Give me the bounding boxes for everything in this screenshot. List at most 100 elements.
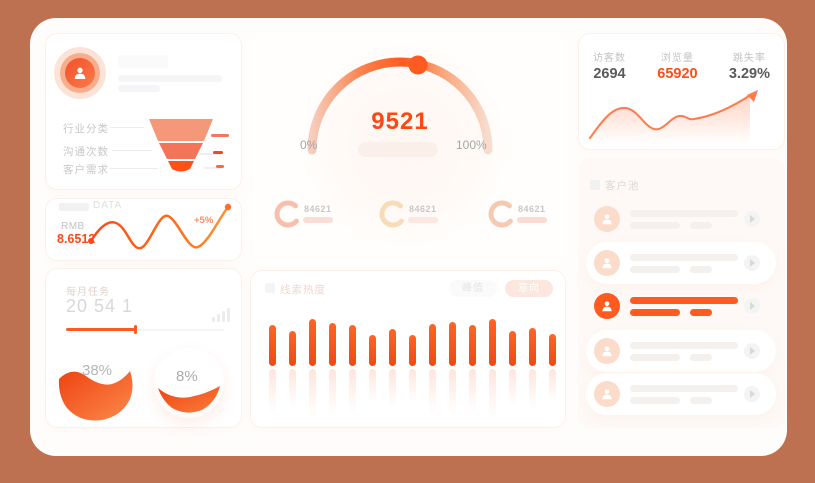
ring-value: 84621 (409, 204, 437, 214)
customer-list-item-4[interactable] (586, 330, 776, 372)
heat-bar-reflection (289, 369, 296, 408)
heat-bar-reflection (469, 369, 476, 414)
heat-bar-1 (269, 325, 276, 366)
placeholder-line (690, 266, 712, 273)
stat-label: 跳失率 (732, 53, 766, 64)
heat-bar-reflection (489, 369, 496, 421)
stat-label: 浏览量 (660, 53, 694, 64)
placeholder-line (630, 266, 680, 273)
placeholder-line (630, 397, 680, 404)
play-button[interactable] (744, 211, 760, 227)
heat-bar-11 (469, 325, 476, 366)
customer-avatar-icon (594, 206, 620, 232)
heat-bar-reflection (329, 369, 336, 416)
heat-bar-reflection (549, 369, 556, 404)
placeholder-line (118, 75, 222, 82)
liquid-gauge-8: 8% (154, 348, 224, 418)
stat-1: 访客数 2694 (593, 49, 626, 82)
monthly-tasks-title: 每月任务 (66, 287, 110, 298)
heat-bar-reflection (409, 369, 416, 403)
heat-bar-reflection (269, 369, 276, 414)
funnel-label-demand: 客户需求 (63, 164, 109, 176)
liquid-gauge-38-label: 38% (82, 362, 113, 379)
gauge-card: 9521 0% 100% 84621 84621 84621 (250, 33, 566, 263)
customer-list-item-1[interactable] (586, 198, 776, 240)
play-icon (750, 215, 755, 223)
customer-avatar-icon (594, 250, 620, 276)
user-avatar-icon (65, 58, 95, 88)
ring-chart (379, 200, 407, 228)
heat-bar-8 (409, 335, 416, 366)
gauge-chart (307, 55, 493, 155)
stat-value: 65920 (657, 66, 698, 82)
task-progress-track (66, 329, 224, 331)
placeholder-line (690, 397, 712, 404)
heat-bar-12 (489, 319, 496, 366)
placeholder-line (630, 385, 738, 392)
customer-list-item-2[interactable] (586, 242, 776, 284)
funnel-tick-2 (213, 151, 223, 154)
customer-list-item-5[interactable] (586, 373, 776, 415)
stat-value: 3.29% (728, 66, 770, 82)
dashboard-container: 行业分类 沟通次数 客户需求 DATA RMB 8.6512 +5% (30, 18, 787, 456)
stats-row: 访客数 2694 浏览量 65920 跳失率 3.29% (579, 49, 784, 82)
play-button[interactable] (744, 255, 760, 271)
heat-bar-6 (369, 335, 376, 366)
placeholder-line (630, 354, 680, 361)
ring-bar-placeholder (303, 217, 333, 223)
customer-pool-card: 客户池 (578, 158, 785, 428)
gauge-max-label: 100% (456, 138, 487, 152)
intent-button[interactable]: 意向 (505, 280, 553, 297)
heat-bar-reflection (529, 369, 536, 411)
arrow-up-icon (747, 90, 758, 102)
task-progress-handle[interactable] (134, 325, 137, 334)
heat-bar-4 (329, 323, 336, 366)
funnel-chart (149, 119, 213, 172)
play-icon (750, 259, 755, 267)
placeholder-line (690, 222, 712, 229)
visitor-stats-card: 访客数 2694 浏览量 65920 跳失率 3.29% (578, 33, 785, 150)
heat-bar-reflection (449, 369, 456, 417)
liquid-gauge-38 (58, 371, 133, 421)
bar-chart (263, 301, 556, 423)
data-card-title: DATA (93, 200, 123, 211)
customer-list-item-3[interactable] (586, 285, 776, 327)
lead-heat-title: 线索热度 (280, 284, 326, 296)
gauge-min-label: 0% (300, 138, 318, 152)
heat-bar-13 (509, 331, 516, 366)
heat-bar-reflection (509, 369, 516, 408)
lead-heat-card: 线索热度 峰值 意向 (250, 270, 566, 428)
rmb-value: 8.6512 (57, 232, 96, 246)
task-progress-fill (66, 328, 136, 331)
stat-2: 浏览量 65920 (657, 49, 697, 82)
avatar (54, 47, 106, 99)
play-button[interactable] (744, 298, 760, 314)
heat-bar-10 (449, 322, 456, 366)
ring-chart (274, 200, 302, 228)
placeholder-line (690, 309, 712, 316)
gauge-pill-placeholder (358, 142, 438, 157)
placeholder-line (690, 354, 712, 361)
play-icon (750, 347, 755, 355)
play-button[interactable] (744, 343, 760, 359)
customer-pool-title: 客户池 (605, 180, 640, 192)
peak-button[interactable]: 峰值 (449, 280, 497, 297)
heat-bar-reflection (369, 369, 376, 403)
ring-value: 84621 (518, 204, 546, 214)
placeholder-line (630, 210, 738, 217)
monthly-tasks-value: 20 54 1 (66, 296, 134, 316)
card-header-icon (590, 180, 600, 190)
heat-bar-reflection (309, 369, 316, 421)
placeholder-line (630, 342, 738, 349)
customer-avatar-icon (594, 338, 620, 364)
placeholder-line (630, 254, 738, 261)
heat-bar-14 (529, 328, 536, 366)
stat-value: 2694 (593, 66, 626, 82)
liquid-gauge-8-label: 8% (176, 368, 198, 385)
play-button[interactable] (744, 386, 760, 402)
monthly-tasks-card: 每月任务 20 54 1 38% 8% (45, 268, 242, 428)
heat-bar-15 (549, 334, 556, 366)
gauge-handle (408, 55, 428, 75)
data-sparkline-chart (88, 203, 232, 250)
